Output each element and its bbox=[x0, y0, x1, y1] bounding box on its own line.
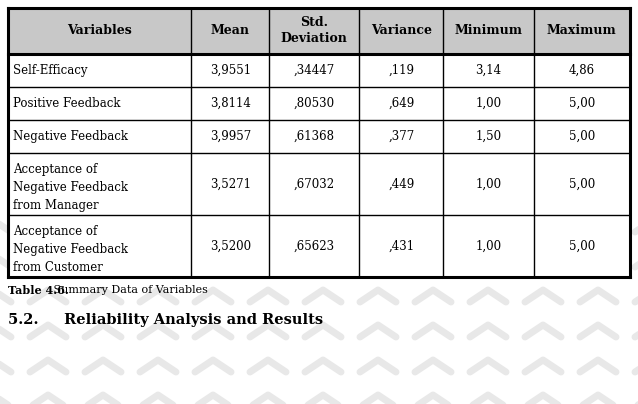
Text: 4,86: 4,86 bbox=[568, 64, 595, 77]
Text: 3,5200: 3,5200 bbox=[210, 240, 251, 252]
Text: ,431: ,431 bbox=[389, 240, 415, 252]
Text: Acceptance of
Negative Feedback
from Customer: Acceptance of Negative Feedback from Cus… bbox=[13, 225, 128, 274]
Text: 5.2.     Reliability Analysis and Results: 5.2. Reliability Analysis and Results bbox=[8, 313, 323, 327]
Text: ,119: ,119 bbox=[389, 64, 415, 77]
Text: ,80530: ,80530 bbox=[293, 97, 335, 110]
Text: 1,00: 1,00 bbox=[475, 177, 501, 191]
Text: 1,00: 1,00 bbox=[475, 240, 501, 252]
Text: 3,9957: 3,9957 bbox=[210, 130, 251, 143]
Text: Acceptance of
Negative Feedback
from Manager: Acceptance of Negative Feedback from Man… bbox=[13, 163, 128, 212]
Text: Variables: Variables bbox=[68, 25, 132, 38]
Bar bbox=[8, 215, 630, 277]
Bar bbox=[8, 87, 630, 120]
Bar bbox=[8, 8, 630, 54]
Bar bbox=[8, 153, 630, 215]
Bar bbox=[8, 120, 630, 153]
Text: 1,00: 1,00 bbox=[475, 97, 501, 110]
Text: Positive Feedback: Positive Feedback bbox=[13, 97, 121, 110]
Text: Negative Feedback: Negative Feedback bbox=[13, 130, 128, 143]
Text: Mean: Mean bbox=[211, 25, 250, 38]
Text: ,34447: ,34447 bbox=[293, 64, 335, 77]
Text: 3,5271: 3,5271 bbox=[210, 177, 251, 191]
Text: 5,00: 5,00 bbox=[568, 177, 595, 191]
Text: ,67032: ,67032 bbox=[293, 177, 335, 191]
Text: Std.
Deviation: Std. Deviation bbox=[281, 17, 348, 46]
Text: Table 4.6.: Table 4.6. bbox=[8, 285, 69, 296]
Bar bbox=[8, 54, 630, 87]
Text: 3,8114: 3,8114 bbox=[210, 97, 251, 110]
Text: 5,00: 5,00 bbox=[568, 130, 595, 143]
Text: Maximum: Maximum bbox=[547, 25, 617, 38]
Text: 3,14: 3,14 bbox=[475, 64, 501, 77]
Text: Self-Efficacy: Self-Efficacy bbox=[13, 64, 87, 77]
Text: Variance: Variance bbox=[371, 25, 432, 38]
Text: ,377: ,377 bbox=[389, 130, 415, 143]
Text: 3,9551: 3,9551 bbox=[210, 64, 251, 77]
Text: 5,00: 5,00 bbox=[568, 240, 595, 252]
Text: ,65623: ,65623 bbox=[293, 240, 335, 252]
Text: Minimum: Minimum bbox=[454, 25, 523, 38]
Text: Summary Data of Variables: Summary Data of Variables bbox=[50, 285, 207, 295]
Text: 1,50: 1,50 bbox=[475, 130, 501, 143]
Text: 5,00: 5,00 bbox=[568, 97, 595, 110]
Text: ,61368: ,61368 bbox=[294, 130, 335, 143]
Text: ,449: ,449 bbox=[389, 177, 415, 191]
Text: ,649: ,649 bbox=[389, 97, 415, 110]
